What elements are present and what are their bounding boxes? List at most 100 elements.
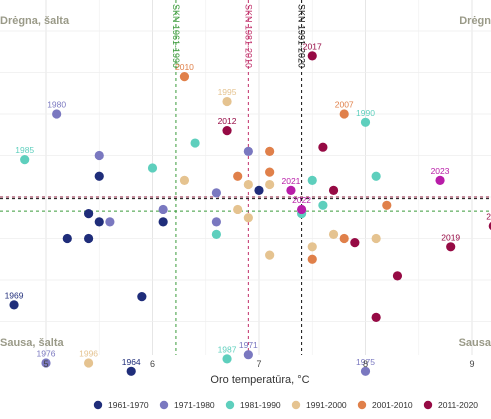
ref-label: SKN 1981-2010: [243, 4, 253, 68]
data-point: [9, 300, 19, 310]
data-point: [392, 271, 403, 281]
data-point: [84, 209, 94, 219]
legend: 1961-1970 1971-1980 1981-1990 1991-2000 2001…: [93, 400, 478, 410]
data-point: [190, 138, 200, 148]
data-point: [243, 213, 253, 223]
data-point: [307, 175, 317, 185]
point-label: 1976: [37, 349, 56, 359]
data-point: [211, 229, 221, 239]
data-point: [243, 179, 253, 190]
point-label: 1995: [218, 87, 237, 97]
point-label: 1980: [47, 100, 66, 110]
legend-swatch: [423, 400, 433, 410]
data-point: [350, 238, 360, 248]
corner-label-top-right: Drėgn: [459, 15, 491, 27]
reference-lines: SKN 1961-1990 SKN 1981-2010 SKN 1991-2020: [0, 0, 491, 355]
x-axis-ticks: 5 6 7 8 9: [43, 359, 474, 369]
data-point: [243, 146, 253, 156]
data-point: [211, 217, 221, 227]
data-point: [52, 109, 62, 119]
grid-lines: [0, 0, 491, 355]
point-label: 2021: [281, 176, 300, 186]
point-label: 1996: [79, 349, 98, 359]
data-point: [62, 233, 72, 244]
legend-swatch: [225, 400, 235, 410]
data-point: [265, 179, 275, 190]
point-label: 1985: [15, 145, 34, 155]
data-point: [126, 366, 136, 376]
data-point: [360, 366, 371, 376]
data-point: [94, 150, 104, 161]
x-tick-label: 7: [256, 359, 261, 369]
data-point: [179, 72, 190, 82]
ref-label: SKN 1991-2020: [297, 4, 307, 68]
point-label: 1969: [5, 290, 24, 300]
data-point: [307, 254, 317, 264]
x-tick-label: 5: [43, 359, 48, 369]
data-point: [265, 250, 275, 260]
point-label: 1975: [356, 357, 375, 367]
legend-label: 1971-1980: [174, 400, 215, 410]
data-point: [286, 185, 296, 195]
data-point: [94, 217, 104, 227]
legend-swatch: [93, 400, 103, 410]
data-point: [158, 217, 168, 227]
data-point: [94, 171, 104, 181]
data-point: [158, 204, 168, 215]
corner-label-bottom-right: Sausa: [459, 337, 491, 349]
legend-swatch: [291, 400, 301, 410]
data-point: [446, 242, 456, 252]
legend-label: 2001-2010: [372, 400, 413, 410]
x-tick-label: 8: [363, 359, 368, 369]
data-point: [41, 358, 51, 368]
data-point: [137, 292, 147, 302]
point-label: 1990: [356, 108, 375, 118]
x-tick-label: 6: [150, 359, 155, 369]
legend-label: 1981-1990: [240, 400, 281, 410]
plot-panel: [0, 0, 491, 355]
data-point: [307, 242, 317, 252]
data-point: [318, 142, 328, 152]
data-point: [360, 117, 371, 127]
point-label: 2007: [335, 100, 354, 110]
point-label: 2017: [303, 41, 322, 51]
legend-label: 1961-1970: [108, 400, 149, 410]
data-point: [222, 126, 232, 136]
data-point: [147, 163, 158, 173]
data-point: [371, 312, 381, 322]
data-point: [243, 350, 253, 360]
point-label: 2022: [292, 195, 311, 205]
x-axis-title: Oro temperatūra, °C: [210, 374, 309, 386]
data-point: [105, 217, 115, 227]
data-point: [382, 200, 392, 210]
x-tick-label: 9: [469, 359, 474, 369]
legend-label: 1991-2000: [306, 400, 347, 410]
legend-swatch: [159, 400, 169, 410]
data-point: [265, 167, 275, 177]
data-points: 1969 1964 1980 1976 1971 1975 1985 1990 1987 1996…: [5, 41, 491, 376]
data-point: [371, 233, 381, 244]
data-point: [84, 233, 94, 244]
data-point: [328, 229, 339, 239]
corner-labels: Drėgna, šalta Drėgn Sausa, šalta Sausa: [0, 15, 491, 349]
data-point: [222, 96, 232, 107]
point-label: 1971: [239, 340, 258, 350]
data-point: [265, 146, 275, 156]
point-label: 20: [486, 212, 491, 222]
data-point: [297, 204, 307, 215]
data-point: [222, 354, 232, 364]
data-point: [254, 185, 264, 195]
data-point: [307, 51, 317, 61]
data-point: [488, 222, 491, 231]
data-point: [20, 155, 30, 165]
corner-label-top-left: Drėgna, šalta: [0, 15, 70, 27]
point-label: 2019: [441, 232, 460, 242]
point-label: 1964: [122, 357, 141, 367]
point-label: 2010: [175, 62, 194, 72]
data-point: [371, 171, 381, 181]
point-label: 1987: [218, 344, 237, 354]
data-point: [211, 188, 221, 198]
point-label: 2012: [218, 116, 237, 126]
data-point: [179, 175, 190, 185]
